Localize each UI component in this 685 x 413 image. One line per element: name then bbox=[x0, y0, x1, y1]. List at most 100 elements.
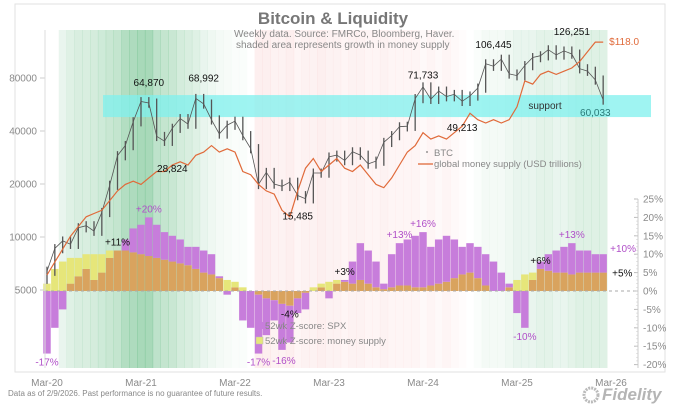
price-annotation: 106,445 bbox=[475, 40, 512, 51]
shading-band bbox=[121, 30, 130, 368]
z-overlap-bar bbox=[348, 283, 357, 291]
left-axis-label: 40000 bbox=[9, 127, 37, 138]
z-spx-bar bbox=[411, 235, 419, 288]
z-money-bar bbox=[223, 279, 231, 291]
shading-band bbox=[442, 30, 451, 368]
x-axis-label: Mar-22 bbox=[219, 378, 251, 389]
chart-frame bbox=[14, 3, 666, 373]
z-overlap-bar bbox=[364, 283, 372, 291]
left-axis-label: 5000 bbox=[15, 286, 38, 297]
z-spx-bar bbox=[223, 291, 231, 295]
price-annotation: 60,033 bbox=[580, 108, 611, 119]
shading-band bbox=[567, 30, 577, 368]
z-money-bar bbox=[325, 281, 333, 291]
z-overlap-bar bbox=[568, 274, 576, 291]
z-overlap-bar bbox=[317, 287, 325, 291]
z-annotation: -17% bbox=[247, 358, 270, 369]
z-annotation: +11% bbox=[105, 238, 130, 249]
z-spx-bar bbox=[521, 291, 529, 328]
z-overlap-bar bbox=[466, 272, 474, 291]
z-annotation: -4% bbox=[281, 310, 299, 321]
z-spx-bar bbox=[137, 224, 145, 255]
shading-band bbox=[356, 30, 365, 368]
z-spx-bar bbox=[583, 250, 592, 273]
shading-band bbox=[505, 30, 514, 368]
z-spx-bar bbox=[513, 291, 521, 314]
z-spx-bar bbox=[270, 300, 278, 321]
z-spx-bar bbox=[434, 239, 443, 284]
z-spx-bar bbox=[403, 239, 412, 286]
z-spx-bar bbox=[427, 246, 435, 286]
z-overlap-bar bbox=[254, 291, 263, 295]
z-money-bar bbox=[98, 254, 106, 273]
right-axis-label: 15% bbox=[643, 231, 663, 242]
shading-band bbox=[544, 30, 553, 368]
right-axis-label: -10% bbox=[643, 323, 666, 334]
legend-spx: 52wk Z-score: SPX bbox=[265, 321, 347, 332]
z-spx-bar bbox=[184, 246, 192, 266]
shading-band bbox=[270, 30, 279, 368]
shading-band bbox=[450, 30, 459, 368]
footer-disclaimer: Data as of 2/9/2026. Past performance is… bbox=[8, 389, 262, 398]
z-overlap-bar bbox=[560, 272, 568, 291]
legend-btc-marker bbox=[426, 151, 428, 153]
shading-band bbox=[191, 30, 201, 368]
z-overlap-bar bbox=[192, 268, 200, 291]
btc-series bbox=[46, 45, 604, 284]
z-overlap-bar bbox=[270, 291, 278, 301]
z-spx-bar bbox=[262, 298, 271, 336]
shading-band bbox=[426, 30, 436, 368]
shading-band bbox=[528, 30, 537, 368]
z-score-bars bbox=[43, 217, 607, 354]
z-money-bar bbox=[43, 283, 51, 291]
shading-band bbox=[129, 30, 138, 368]
shading-band bbox=[348, 30, 357, 368]
shading-band bbox=[552, 30, 561, 368]
legend-spx-swatch bbox=[256, 322, 263, 329]
x-axis-label: Mar-21 bbox=[125, 378, 157, 389]
z-overlap-bar bbox=[474, 278, 482, 291]
z-money-bar bbox=[528, 272, 537, 280]
shading-band bbox=[458, 30, 466, 368]
z-overlap-bar bbox=[528, 279, 537, 291]
z-spx-bar bbox=[505, 283, 513, 288]
shading-band bbox=[160, 30, 169, 368]
z-overlap-bar bbox=[66, 283, 75, 291]
shading-band bbox=[152, 30, 161, 368]
shading-band bbox=[560, 30, 569, 368]
z-annotation: +16% bbox=[410, 219, 436, 230]
z-overlap-bar bbox=[434, 283, 443, 291]
shading-band bbox=[387, 30, 396, 368]
support-band bbox=[103, 95, 651, 118]
z-spx-bar bbox=[192, 246, 200, 269]
right-axis-label: -15% bbox=[643, 342, 666, 353]
x-axis-label: Mar-26 bbox=[595, 378, 627, 389]
z-overlap-bar bbox=[333, 283, 341, 291]
logo-wordmark: Fidelity bbox=[602, 385, 663, 404]
shading-band bbox=[207, 30, 216, 368]
shading-band bbox=[231, 30, 239, 368]
z-spx-bar bbox=[168, 235, 177, 262]
price-annotation: 28,824 bbox=[157, 164, 188, 175]
z-overlap-bar bbox=[82, 268, 90, 291]
z-spx-bar bbox=[215, 276, 224, 279]
z-overlap-bar bbox=[427, 285, 435, 291]
z-spx-bar bbox=[286, 305, 294, 343]
z-spx-bar bbox=[568, 243, 576, 275]
z-money-bar bbox=[74, 257, 83, 277]
z-overlap-bar bbox=[442, 281, 451, 291]
z-overlap-bar bbox=[403, 285, 412, 291]
shading-band bbox=[474, 30, 482, 368]
legend-money: global money supply (USD trillions) bbox=[434, 159, 582, 170]
shading-band bbox=[66, 30, 75, 368]
z-spx-bar bbox=[442, 235, 451, 282]
shading-band bbox=[285, 30, 295, 368]
shading-band bbox=[223, 30, 232, 368]
z-spx-bar bbox=[246, 291, 255, 328]
z-spx-bar bbox=[301, 292, 310, 310]
z-spx-bar bbox=[380, 283, 388, 290]
x-axis-label: Mar-20 bbox=[31, 378, 63, 389]
shading-band bbox=[97, 30, 107, 368]
shading-band bbox=[434, 30, 443, 368]
money-supply-line bbox=[46, 41, 604, 276]
